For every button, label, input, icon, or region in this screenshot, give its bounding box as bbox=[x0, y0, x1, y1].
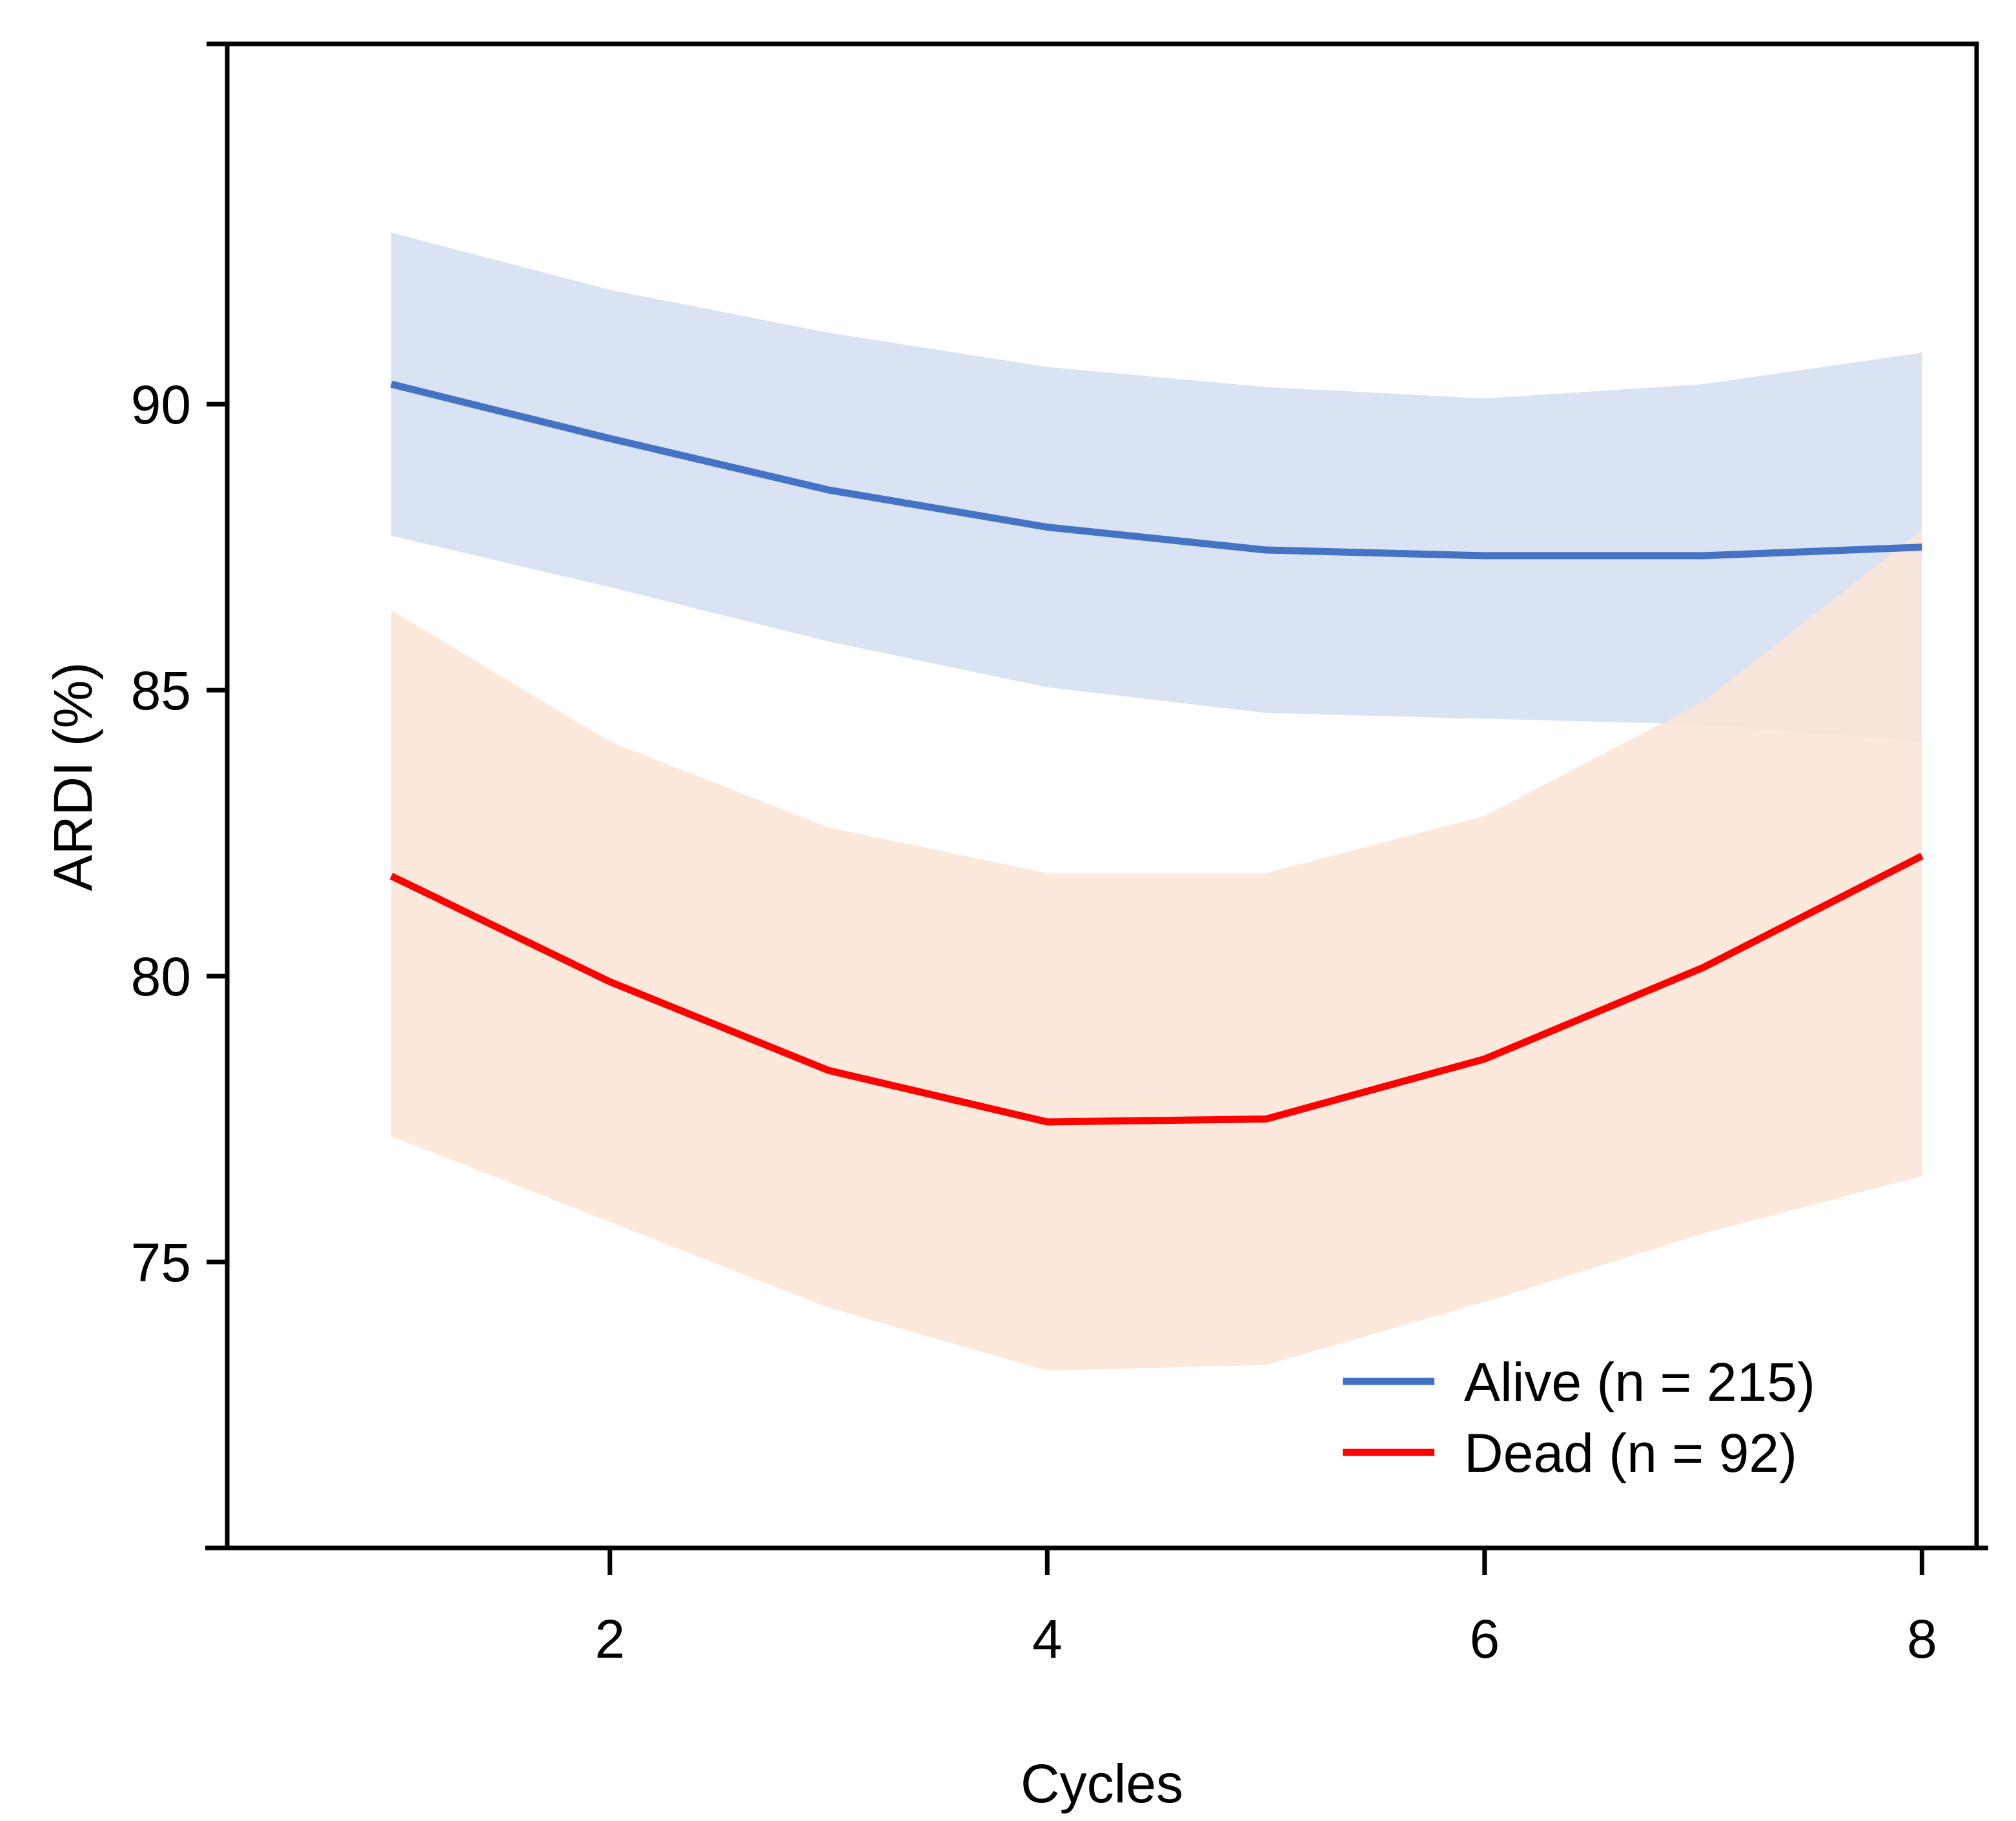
x-axis-title: Cycles bbox=[1021, 1753, 1183, 1814]
confidence-bands bbox=[391, 232, 1922, 1371]
legend-label-alive: Alive (n = 215) bbox=[1464, 1352, 1815, 1412]
plot-frame bbox=[225, 41, 1979, 1551]
series-line-alive bbox=[390, 380, 1922, 560]
band-alive bbox=[391, 232, 1922, 742]
series-line-dead bbox=[389, 853, 1924, 1126]
band-dead bbox=[391, 530, 1922, 1371]
x-tick-label: 2 bbox=[595, 1609, 625, 1669]
y-tick-label: 85 bbox=[131, 660, 191, 721]
series-lines bbox=[389, 380, 1924, 1126]
plot-border bbox=[225, 41, 1979, 1551]
y-axis-title: ARDI (%) bbox=[43, 662, 103, 891]
legend-label-dead: Dead (n = 92) bbox=[1464, 1423, 1797, 1483]
x-tick-label: 4 bbox=[1032, 1609, 1063, 1669]
y-tick-label: 80 bbox=[131, 946, 191, 1007]
x-tick-label: 6 bbox=[1469, 1609, 1500, 1669]
x-tick-label: 8 bbox=[1907, 1609, 1937, 1669]
y-tick-label: 75 bbox=[131, 1232, 191, 1293]
axis-ticks: 75 80 85 90 2 4 6 8 bbox=[131, 41, 1988, 1669]
legend: Alive (n = 215) Dead (n = 92) bbox=[1343, 1352, 1815, 1483]
y-tick-label: 90 bbox=[131, 374, 191, 435]
